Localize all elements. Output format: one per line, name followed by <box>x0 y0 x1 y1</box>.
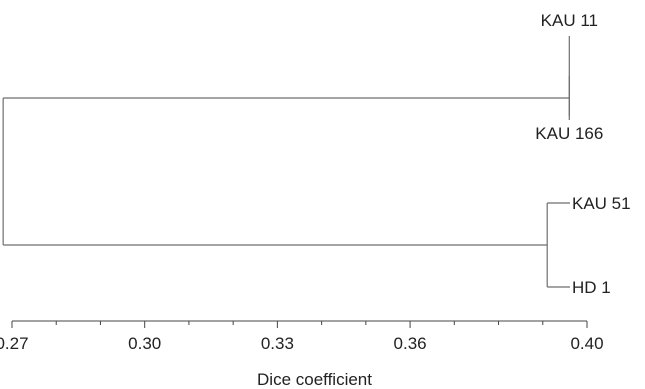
tick-label-0-40: 0.40 <box>570 334 603 353</box>
dendrogram-leaves: KAU 11 KAU 166 KAU 51 HD 1 <box>535 11 630 297</box>
x-axis-ticks <box>11 321 588 328</box>
leaf-label-kau-166: KAU 166 <box>535 124 603 143</box>
leaf-label-kau-11: KAU 11 <box>541 11 598 30</box>
x-axis-title: Dice coefficient <box>257 370 372 389</box>
tick-label-0-33: 0.33 <box>261 334 294 353</box>
leaf-label-hd-1: HD 1 <box>572 278 611 297</box>
tick-label-0-36: 0.36 <box>394 334 427 353</box>
leaf-label-kau-51: KAU 51 <box>572 194 631 213</box>
tick-label-0-30: 0.30 <box>128 334 161 353</box>
x-axis-tick-labels: 0.27 0.30 0.33 0.36 0.40 <box>0 334 604 353</box>
x-axis: 0.27 0.30 0.33 0.36 0.40 Dice coefficient <box>0 320 604 389</box>
dendrogram-branches <box>2 36 570 288</box>
tick-label-0-27: 0.27 <box>0 334 29 353</box>
